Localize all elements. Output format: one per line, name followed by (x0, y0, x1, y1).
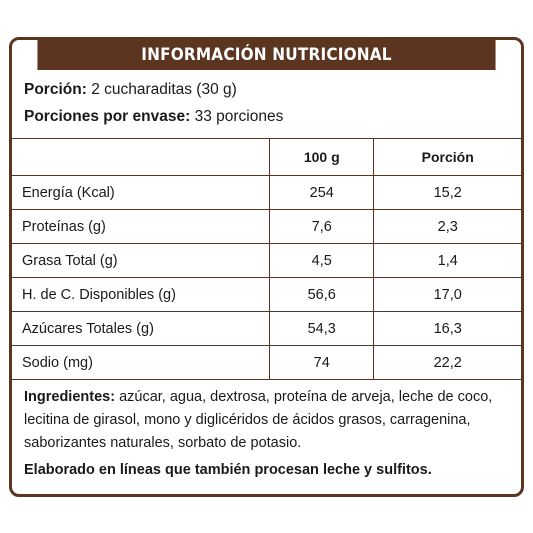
nutrient-name: Proteínas (g) (12, 209, 270, 244)
nutrient-value: 54,3 (268, 311, 375, 346)
portion-value: 2 cucharaditas (30 g) (91, 81, 237, 98)
nutrient-value: 56,6 (268, 277, 375, 312)
nutrient-value: 2,3 (373, 209, 521, 244)
table-row: Azúcares Totales (g) 54,3 16,3 (12, 311, 521, 346)
nutrient-value: 74 (268, 345, 375, 380)
servings-line: Porciones por envase: 33 porciones (24, 108, 283, 126)
ingredients-label: Ingredientes: (24, 389, 116, 405)
ingredients: Ingredientes: azúcar, agua, dextrosa, pr… (24, 386, 512, 455)
allergen-note: Elaborado en líneas que también procesan… (24, 462, 432, 478)
nutrient-value: 16,3 (373, 311, 521, 346)
nutrient-value: 15,2 (373, 175, 521, 210)
table-row: Energía (Kcal) 254 15,2 (12, 175, 521, 210)
nutrient-name: Azúcares Totales (g) (12, 311, 270, 346)
nutrient-name: Energía (Kcal) (12, 175, 270, 210)
table-row: Grasa Total (g) 4,5 1,4 (12, 243, 521, 278)
column-header: 100 g (268, 138, 375, 176)
nutrition-table: 100 g Porción Energía (Kcal) 254 15,2 Prote… (12, 138, 521, 380)
nutrient-name: Grasa Total (g) (12, 243, 270, 278)
table-row: Proteínas (g) 7,6 2,3 (12, 209, 521, 244)
portion-label: Porción: (24, 81, 87, 98)
servings-label: Porciones por envase: (24, 108, 191, 125)
portion-line: Porción: 2 cucharaditas (30 g) (24, 81, 237, 99)
nutrient-name: Sodio (mg) (12, 345, 270, 380)
nutrient-value: 17,0 (373, 277, 521, 312)
header-row: 100 g Porción (12, 138, 521, 176)
table-row: Sodio (mg) 74 22,2 (12, 345, 521, 380)
nutrient-value: 22,2 (373, 345, 521, 380)
header-cell (12, 138, 270, 176)
nutrition-panel: INFORMACIÓN NUTRICIONAL Porción: 2 cucha… (9, 37, 524, 497)
nutrient-name: H. de C. Disponibles (g) (12, 277, 270, 312)
table-row: H. de C. Disponibles (g) 56,6 17,0 (12, 277, 521, 312)
servings-value: 33 porciones (194, 108, 284, 125)
nutrient-value: 1,4 (373, 243, 521, 278)
column-header: Porción (373, 138, 521, 176)
nutrient-value: 254 (268, 175, 375, 210)
ingredients-text: azúcar, agua, dextrosa, proteína de arve… (24, 389, 493, 451)
nutrient-value: 4,5 (268, 243, 375, 278)
panel-title: INFORMACIÓN NUTRICIONAL (37, 40, 496, 70)
nutrient-value: 7,6 (268, 209, 375, 244)
